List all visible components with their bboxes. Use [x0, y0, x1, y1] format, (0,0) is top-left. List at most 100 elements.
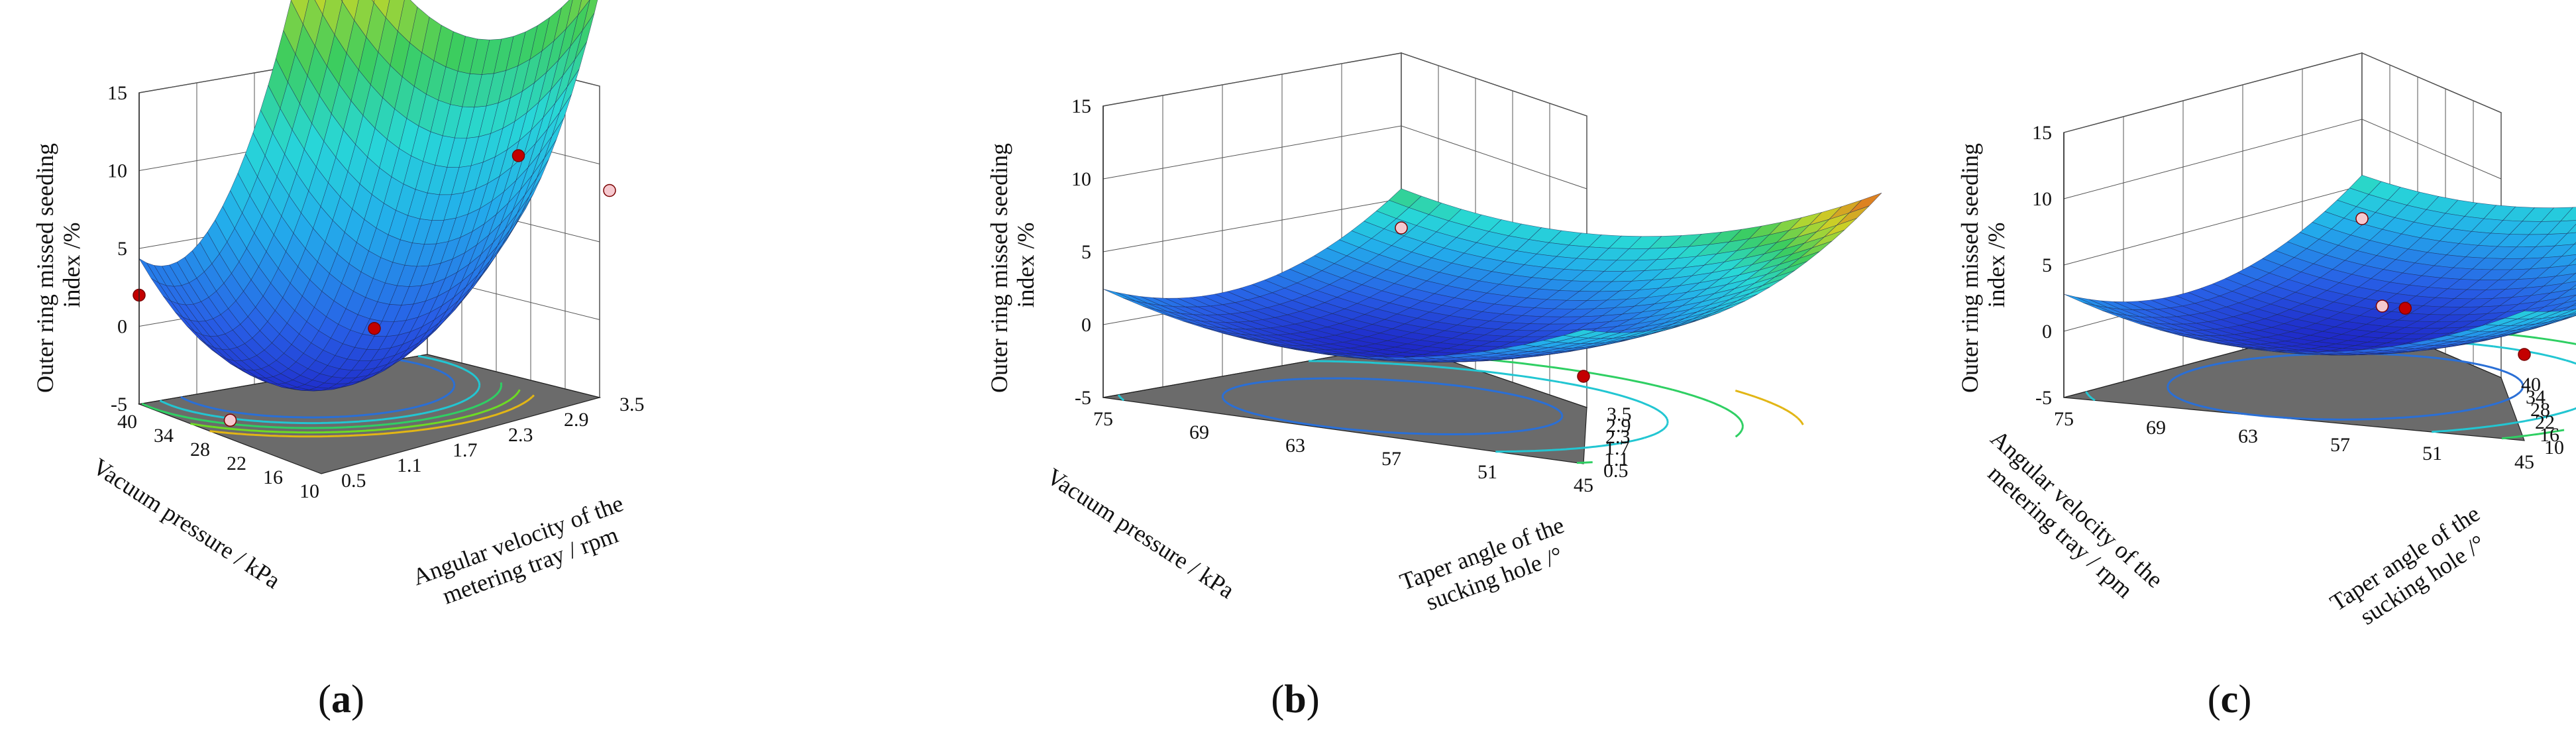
surface-cell — [578, 0, 590, 16]
zaxis-label-b-line2: index /% — [1012, 223, 1039, 308]
zaxis-label-c-line1: Outer ring missed seeding — [1957, 143, 1983, 393]
z-tick-label: 5 — [1081, 241, 1091, 263]
y-tick-label: 3.5 — [1607, 403, 1632, 425]
z-tick-label: 5 — [117, 238, 127, 260]
surface-cell — [341, 0, 343, 3]
surface-cell — [290, 0, 309, 25]
y-tick-label: 1.7 — [453, 439, 478, 461]
xaxis-label-a: Angular velocity of the metering tray / … — [409, 488, 641, 617]
contour-level-0 — [1221, 377, 1564, 435]
response-surface — [138, 0, 598, 392]
zaxis-label-b: Outer ring missed seeding index /% — [986, 137, 1039, 393]
contour-lines — [1117, 350, 1804, 464]
x-tick-label: 57 — [2330, 434, 2350, 456]
surface-plot-b: -5 0 5 10 15 75 69 63 57 51 45 3.52.92.31.71.10.5 O… — [986, 52, 1882, 721]
y-tick-label: 2.3 — [508, 424, 533, 446]
x-tick-label: 51 — [2422, 443, 2442, 464]
y-tick-label: 0.5 — [341, 470, 366, 492]
y-tick-label: 1.1 — [1604, 449, 1629, 470]
contour-level-6 — [190, 389, 521, 434]
yaxis-label-c-line1: Angular velocity of the — [1986, 425, 2169, 593]
y-tick-label: 1.7 — [1605, 437, 1630, 459]
surface-cell — [2563, 295, 2576, 303]
x-tick-label: 10 — [299, 480, 319, 502]
contour-level-2 — [1117, 360, 1669, 453]
design-point-5 — [2375, 299, 2389, 313]
z-tick-label: 15 — [107, 82, 127, 104]
z-tick-label: 10 — [107, 160, 127, 182]
zaxis-label-a-line1: Outer ring missed seeding — [32, 143, 58, 393]
tick-labels: -5 0 5 10 15 40 34 28 22 16 10 3.5 2.9 2.3 1.7 1.1 0.5 — [107, 82, 645, 502]
x-tick-label: 40 — [117, 411, 137, 433]
z-tick-label: -5 — [111, 394, 127, 415]
yaxis-label-c: Angular velocity of the metering tray / … — [1967, 425, 2173, 617]
zaxis-label-a-line2: index /% — [58, 223, 85, 308]
surface-plot-a: -5 0 5 10 15 40 34 28 22 16 10 3.5 2.9 2.3 1.7 1.1 0.5 O… — [32, 0, 645, 721]
y-tick-label: 16 — [2540, 424, 2559, 446]
contour-level-8 — [209, 394, 535, 438]
z-tick-label: 10 — [2032, 188, 2052, 210]
yaxis-label-a-line1: Vacuum pressure / kPa — [88, 453, 286, 594]
x-tick-label: 63 — [1285, 435, 1305, 456]
design-point-4 — [368, 322, 381, 335]
contour-level-4 — [141, 382, 503, 429]
xaxis-label-b: Taper angle of the sucking hole /° — [1396, 509, 1582, 621]
contour-lines — [141, 354, 535, 438]
surface-cell — [1563, 329, 1596, 338]
design-point-5 — [223, 413, 237, 427]
x-tick-label: 75 — [2054, 408, 2074, 430]
y-tick-label: 40 — [2521, 374, 2541, 396]
panel-label-b: (b) — [1271, 677, 1319, 721]
x-tick-label: 34 — [154, 425, 174, 447]
y-tick-label: 2.3 — [1605, 426, 1631, 448]
y-tick-label: 2.9 — [564, 409, 589, 431]
x-tick-label: 45 — [2514, 451, 2534, 473]
contour-level-0 — [180, 358, 456, 419]
surface-cell — [314, 0, 327, 15]
x-tick-label: 69 — [2146, 417, 2166, 439]
z-tick-label: 0 — [2042, 321, 2052, 343]
zaxis-label-a: Outer ring missed seeding index /% — [32, 137, 85, 393]
surface-cell — [2570, 303, 2576, 307]
design-point-2 — [2518, 348, 2531, 361]
y-tick-label: 1.1 — [397, 455, 422, 476]
y-tick-label: 10 — [2544, 437, 2564, 458]
z-tick-label: 10 — [1071, 168, 1091, 190]
design-point-3 — [603, 184, 616, 197]
x-tick-label: 45 — [1574, 474, 1593, 496]
x-tick-label: 28 — [190, 439, 210, 460]
x-tick-label: 57 — [1381, 448, 1401, 470]
y-tick-label: 2.9 — [1606, 415, 1631, 437]
x-tick-label: 22 — [227, 453, 246, 474]
surface-cell — [373, 0, 390, 19]
y-tick-label: 34 — [2526, 386, 2546, 408]
zaxis-label-b-line1: Outer ring missed seeding — [986, 143, 1012, 393]
z-tick-label: -5 — [1075, 387, 1091, 409]
surface-cell — [2569, 284, 2576, 290]
x-tick-label: 75 — [1093, 408, 1113, 430]
y-tick-label: 28 — [2530, 399, 2550, 421]
surface-cell — [342, 0, 359, 21]
design-point-2 — [511, 149, 525, 162]
z-tick-label: 15 — [2032, 122, 2052, 144]
x-tick-label: 69 — [1189, 421, 1209, 443]
z-tick-label: -5 — [2035, 387, 2052, 409]
x-tick-label: 51 — [1477, 461, 1497, 483]
z-tick-label: 0 — [1081, 314, 1091, 336]
zaxis-label-c: Outer ring missed seeding index /% — [1957, 137, 2010, 393]
y-tick-label: 3.5 — [619, 394, 645, 415]
yaxis-label-b-line1: Vacuum pressure / kPa — [1042, 463, 1240, 604]
panel-label-c: (c) — [2208, 677, 2252, 721]
design-point-2 — [1577, 370, 1590, 383]
xaxis-label-c: Taper angle of the sucking hole /° — [2326, 497, 2505, 639]
surface-cell — [2504, 310, 2537, 319]
response-surface — [1102, 188, 1882, 363]
design-point-1 — [1395, 221, 1408, 235]
surface-cell — [2567, 258, 2576, 266]
surface-cell — [2573, 242, 2576, 245]
plot-a-graphics: -5 0 5 10 15 40 34 28 22 16 10 3.5 2.9 2.3 1.7 1.1 0.5 — [107, 0, 645, 502]
